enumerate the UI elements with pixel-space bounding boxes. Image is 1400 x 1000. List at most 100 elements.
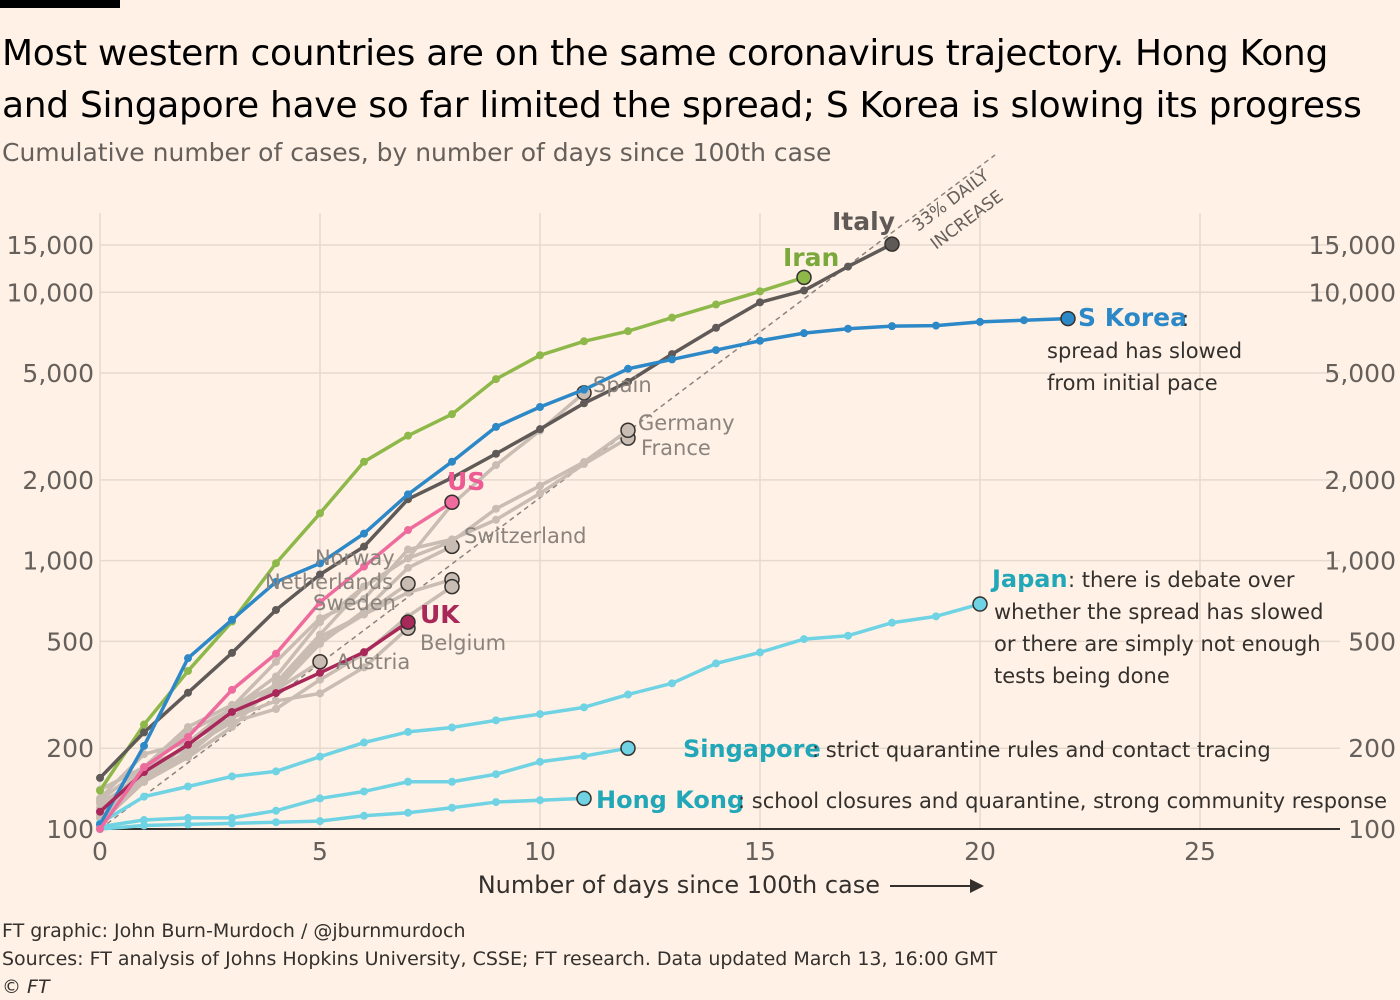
data-point-singapore [580,752,588,761]
y-tick-label-left: 100 [46,815,94,844]
x-tick-label: 0 [92,837,108,866]
arrow-head-icon [970,879,984,893]
data-point-singapore [272,806,280,815]
data-point-uk [184,740,192,749]
series-label-france: France [641,436,711,460]
data-point-japan [932,612,940,621]
data-point-us [184,733,192,742]
y-tick-label-right: 100 [1348,815,1396,844]
data-point-s-korea [800,329,808,338]
data-point-singapore [140,816,148,825]
data-point-hong-kong [272,818,280,827]
data-point-us [404,526,412,535]
data-point-iran [712,300,720,309]
data-point-italy [580,399,588,408]
data-point-japan [756,648,764,657]
reference-line-33pct [99,154,996,830]
data-point-s-korea [448,457,456,466]
data-point-japan [712,659,720,668]
series-label-belgium: Belgium [420,631,506,655]
data-point-s-korea [976,317,984,326]
data-point-s-korea [536,403,544,412]
series-line-uk [98,620,409,814]
data-point-us [140,763,148,772]
series-label-us: US [447,467,485,496]
y-tick-label-left: 10,000 [7,278,94,307]
data-point-france [536,489,544,498]
data-point-italy [844,262,852,271]
data-point-iran [756,287,764,296]
data-point-uk [272,689,280,698]
series-label-spain: Spain [593,373,652,397]
x-tick-label: 10 [524,837,556,866]
series-label-switzerland: Switzerland [464,524,587,548]
data-point-singapore [316,794,324,803]
data-point-belgium [272,696,280,705]
data-point-singapore [404,777,412,786]
data-point-japan [404,727,412,736]
data-point-s-korea [888,322,896,331]
data-point-s-korea [228,615,236,624]
data-point-japan [448,723,456,732]
data-point-italy [624,377,632,386]
data-point-spain [316,618,324,627]
data-point-italy [184,688,192,697]
y-tick-label-right: 10,000 [1309,278,1396,307]
end-marker-uk [400,614,416,630]
data-point-japan [800,635,808,644]
data-point-s-korea [844,324,852,333]
data-point-hong-kong [140,821,148,830]
data-point-belgium [360,663,368,672]
data-point-hong-kong [448,803,456,812]
data-point-iran [272,559,280,568]
data-point-hong-kong [184,820,192,829]
data-point-hong-kong [536,796,544,805]
data-point-s-korea [404,490,412,499]
y-tick-label-left: 15,000 [7,231,94,260]
annotation-japan: whether the spread has slowed [994,600,1323,624]
data-point-s-korea [712,346,720,355]
data-point-belgium [316,689,324,698]
data-point-iran [624,327,632,336]
end-marker-austria [312,653,328,670]
annotation-singapore: : strict quarantine rules and contact tr… [812,738,1271,762]
data-point-austria [184,747,192,756]
data-point-hong-kong [228,819,236,828]
x-tick-label: 25 [1184,837,1216,866]
data-point-singapore [360,787,368,796]
data-point-japan [668,679,676,688]
y-tick-label-right: 5,000 [1324,359,1396,388]
data-point-italy [140,728,148,737]
data-point-france [404,545,412,554]
data-point-france [96,794,104,803]
series-label-italy: Italy [832,207,895,236]
data-point-us [272,649,280,658]
data-point-s-korea [932,321,940,330]
data-point-france [492,515,500,524]
data-point-japan [316,752,324,761]
data-point-iran [140,720,148,729]
series-label-germany: Germany [638,411,735,435]
y-tick-label-left: 500 [46,627,94,656]
data-point-us [96,825,104,833]
data-point-spain [492,461,500,470]
annotation-skorea: from initial pace [1047,371,1218,395]
annotation-skorea: spread has slowed [1047,339,1242,363]
annotation-japan: tests being done [994,664,1170,688]
series-label-iran: Iran [783,243,839,272]
data-point-iran [360,457,368,466]
data-point-s-korea [624,364,632,373]
data-point-sweden [316,675,324,684]
data-point-japan [360,738,368,747]
data-point-us [228,685,236,694]
data-point-spain [360,582,368,591]
x-tick-label: 20 [964,837,996,866]
y-tick-label-left: 2,000 [22,466,94,495]
data-point-japan [580,703,588,712]
data-point-singapore [184,813,192,822]
data-point-us [316,598,324,607]
data-point-italy [756,298,764,307]
y-tick-label-left: 1,000 [22,547,94,576]
data-point-japan [184,782,192,791]
y-tick-label-right: 15,000 [1309,231,1396,260]
